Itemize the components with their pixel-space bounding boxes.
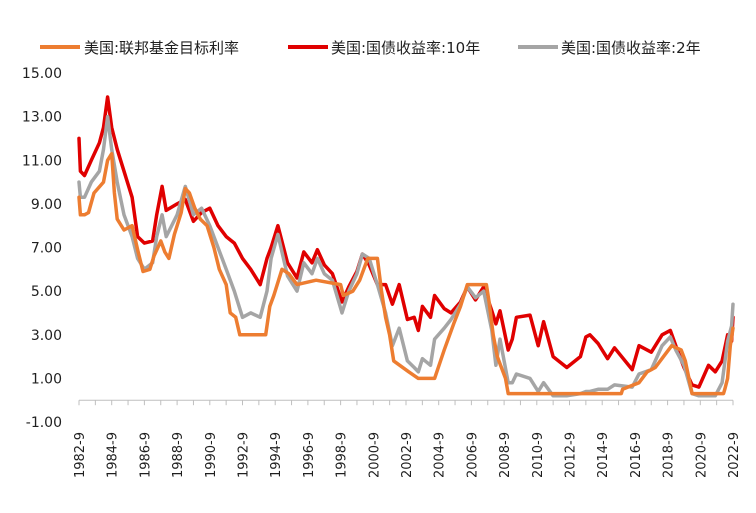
x-tick-label: 1990-9	[204, 432, 219, 478]
x-tick-label: 2018-9	[662, 432, 677, 478]
y-axis-ticks: 15.00 13.00 11.00 9.00 7.00 5.00 3.00 1.00 -1.00	[22, 66, 62, 431]
x-tick-label: 2012-9	[564, 432, 579, 478]
x-tick-label: 2000-9	[367, 432, 382, 478]
x-tick-label: 2020-9	[694, 432, 709, 478]
x-tick-label: 1992-9	[237, 432, 252, 478]
x-tick-label: 1988-9	[171, 432, 186, 478]
y-tick-label: 13.00	[22, 110, 62, 126]
x-tick-label: 2022-9	[727, 432, 742, 478]
series-line-0	[77, 151, 735, 396]
y-tick-label: 3.00	[31, 328, 62, 344]
legend-label-2y: 美国:国债收益率:2年	[561, 39, 701, 57]
x-tick-label: 1996-9	[302, 432, 317, 478]
y-tick-label: 11.00	[22, 153, 62, 169]
y-tick-label: -1.00	[26, 415, 62, 431]
x-tick-label: 2004-9	[433, 432, 448, 478]
y-tick-label: 7.00	[31, 241, 62, 257]
x-axis: 1982-9 1984-9 1986-9 1988-9 1990-9 1992-9 1994…	[73, 399, 742, 478]
series-line-1	[77, 95, 735, 389]
legend: 美国:联邦基金目标利率 美国:国债收益率:10年 美国:国债收益率:2年	[40, 39, 701, 57]
legend-label-10y: 美国:国债收益率:10年	[331, 39, 480, 57]
x-tick-label: 1986-9	[138, 432, 153, 478]
x-tick-label: 2002-9	[400, 432, 415, 478]
x-tick-label: 2016-9	[629, 432, 644, 478]
y-tick-label: 1.00	[31, 371, 62, 387]
x-tick-label: 1984-9	[106, 432, 121, 478]
x-tick-label: 2006-9	[465, 432, 480, 478]
series-group	[77, 95, 735, 398]
x-tick-label: 2010-9	[531, 432, 546, 478]
x-tick-label: 1982-9	[73, 432, 88, 478]
y-tick-label: 5.00	[31, 284, 62, 300]
y-tick-label: 9.00	[31, 197, 62, 213]
x-tick-label: 1994-9	[269, 432, 284, 478]
x-tick-label: 2014-9	[596, 432, 611, 478]
y-tick-label: 15.00	[22, 66, 62, 82]
x-tick-label: 1998-9	[335, 432, 350, 478]
legend-label-fed-funds: 美国:联邦基金目标利率	[84, 39, 239, 57]
x-tick-label: 2008-9	[498, 432, 513, 478]
